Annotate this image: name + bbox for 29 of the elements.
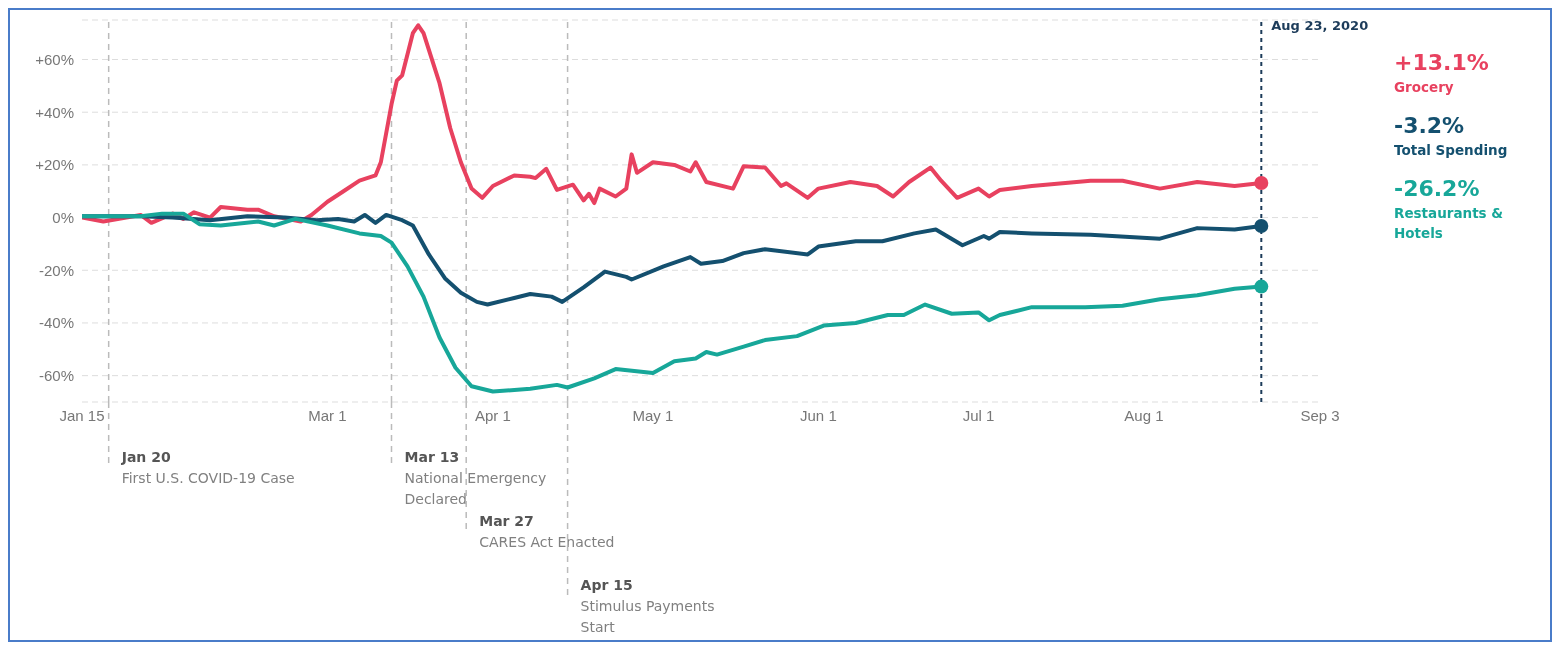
ref-line-label: Apr 15 Stimulus Payments Start [580,577,715,635]
y-tick-label: +60% [35,50,74,68]
y-tick-label: -60% [38,366,74,384]
y-tick-label: 0% [52,208,74,226]
y-tick-label: +20% [35,156,74,174]
text: Grocery [1394,78,1455,97]
y-tick-label: -40% [38,314,74,332]
x-tick-label: Jun 1 [800,406,837,424]
ref-line-label: Jan 20 First U.S. COVID-19 Case [120,449,295,486]
text: Total Spending [1394,141,1509,160]
ref-line-label: Mar 27 CARES Act Enacted [479,513,615,550]
text: +13.1% [1394,50,1490,75]
y-tick-label: +40% [35,103,74,121]
point [1254,279,1269,294]
point [1254,176,1269,191]
x-tick-label: May 1 [632,406,674,424]
y-tick-label: -20% [38,261,74,279]
point [1254,219,1269,234]
ref-line-label: Aug 23, 2020 [1271,18,1369,33]
x-tick-label: Mar 1 [308,406,347,424]
text: Restaurants & Hotels [1394,204,1505,243]
x-tick-label: Sep 3 [1300,406,1340,424]
x-tick-label: Jul 1 [962,406,995,424]
ref-line-label: Mar 13 National Emergency Declared [404,449,547,507]
text: -3.2% [1394,113,1466,138]
text: -26.2% [1394,176,1481,201]
x-tick-label: Jan 15 [59,406,105,424]
x-tick-label: Apr 1 [474,406,511,424]
x-tick-label: Aug 1 [1124,406,1164,424]
